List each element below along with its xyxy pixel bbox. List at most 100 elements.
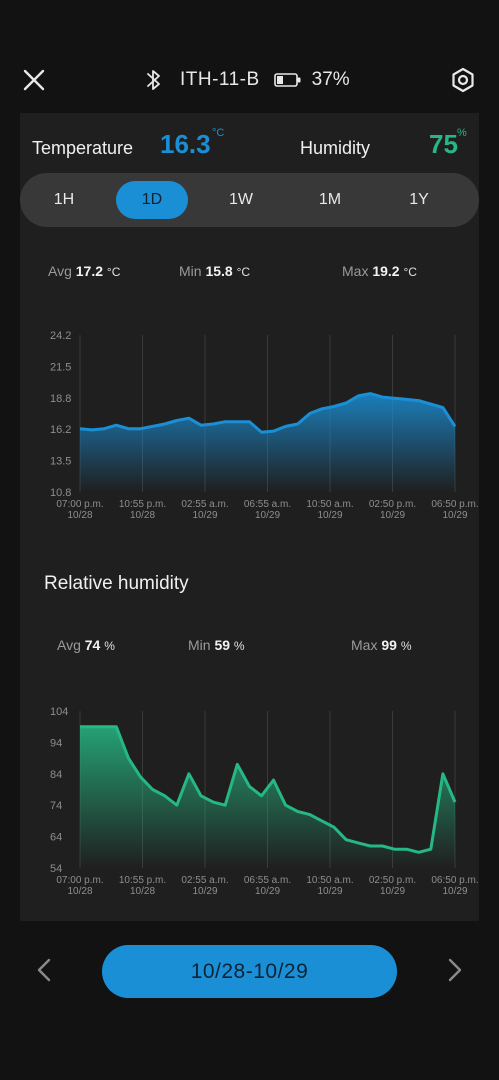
x-tick-date: 10/29: [255, 510, 280, 521]
battery-percent: 37%: [311, 69, 350, 90]
top-bar: ITH-11-B 37%: [0, 50, 499, 110]
hum-avg-stat: Avg 74 %: [57, 637, 115, 653]
stat-label: Max: [342, 263, 369, 279]
x-tick-time: 02:55 a.m.: [181, 499, 228, 510]
x-tick-time: 07:00 p.m.: [56, 875, 103, 886]
stat-label: Max: [351, 637, 378, 653]
temp-avg-stat: Avg 17.2 °C: [48, 263, 120, 279]
y-tick-label: 54: [50, 863, 62, 875]
y-tick-label: 24.2: [50, 330, 71, 342]
y-tick-label: 13.5: [50, 456, 71, 468]
tab-1h[interactable]: 1H: [53, 191, 75, 208]
close-button[interactable]: [16, 62, 52, 98]
battery-icon: [273, 72, 302, 88]
temp-min-stat: Min 15.8 °C: [179, 263, 250, 279]
x-tick-time: 02:50 p.m.: [369, 875, 416, 886]
series-area: [80, 393, 455, 492]
bluetooth-icon: [146, 68, 164, 92]
stat-label: Avg: [48, 263, 72, 279]
x-tick-date: 10/28: [67, 510, 92, 521]
stat-unit: °C: [106, 265, 121, 279]
y-tick-label: 16.2: [50, 424, 71, 436]
temperature-label: Temperature: [32, 138, 134, 158]
stat-value: 99: [381, 637, 397, 653]
x-tick-time: 10:55 p.m.: [119, 499, 166, 510]
series-line: [79, 392, 457, 434]
tab-1w[interactable]: 1W: [229, 191, 253, 208]
y-tick-label: 64: [50, 832, 62, 844]
x-tick-time: 02:50 p.m.: [369, 499, 416, 510]
device-status: ITH-11-B 37%: [146, 66, 350, 94]
stat-label: Min: [179, 263, 202, 279]
chevron-left-icon: [37, 958, 51, 982]
humidity-section-title: Relative humidity: [44, 573, 189, 594]
x-tick-time: 10:50 a.m.: [306, 499, 353, 510]
device-name: ITH-11-B: [180, 69, 260, 90]
x-tick-date: 10/29: [442, 886, 467, 897]
tab-1y[interactable]: 1Y: [409, 191, 429, 208]
chevron-right-icon: [448, 958, 462, 982]
x-tick-date: 10/29: [255, 886, 280, 897]
temperature-unit: °C: [212, 127, 225, 139]
x-tick-time: 10:55 p.m.: [119, 875, 166, 886]
stat-label: Min: [188, 637, 211, 653]
x-tick-time: 06:55 a.m.: [244, 875, 291, 886]
humidity-value: 75: [429, 129, 458, 159]
stat-value: 19.2: [372, 263, 400, 279]
temperature-chart: 24.221.518.816.213.510.807:00 p.m.10/281…: [50, 330, 479, 521]
stat-value: 59: [214, 637, 231, 653]
stat-value: 74: [84, 637, 101, 653]
settings-button[interactable]: [445, 62, 481, 98]
x-tick-date: 10/29: [192, 886, 217, 897]
previous-period-button[interactable]: [30, 954, 58, 986]
x-tick-time: 02:55 a.m.: [181, 875, 228, 886]
current-readings: Temperature 16.3 °C Humidity 75 %: [20, 113, 479, 175]
y-tick-label: 21.5: [50, 361, 71, 373]
x-tick-time: 06:55 a.m.: [244, 499, 291, 510]
y-tick-label: 104: [50, 706, 68, 718]
stat-label: Avg: [57, 637, 81, 653]
settings-icon: [452, 67, 474, 93]
temp-max-stat: Max 19.2 °C: [342, 263, 417, 279]
x-tick-date: 10/29: [192, 510, 217, 521]
x-tick-time: 10:50 a.m.: [306, 875, 353, 886]
x-tick-date: 10/28: [130, 886, 155, 897]
y-tick-label: 94: [50, 737, 62, 749]
stat-unit: °C: [403, 265, 417, 279]
time-range-tabs: 1H 1D 1W 1M 1Y: [20, 173, 479, 227]
x-tick-date: 10/29: [380, 886, 405, 897]
date-range-button[interactable]: 10/28-10/29: [102, 945, 397, 998]
x-tick-time: 07:00 p.m.: [56, 499, 103, 510]
x-tick-date: 10/29: [380, 510, 405, 521]
stat-unit: %: [104, 639, 115, 653]
main-card: Temperature 16.3 °C Humidity 75 % 1H 1D …: [20, 113, 479, 921]
stat-unit: %: [233, 639, 245, 653]
x-tick-time: 06:50 p.m.: [431, 875, 478, 886]
y-tick-label: 84: [50, 769, 62, 781]
stat-value: 17.2: [75, 263, 104, 279]
close-icon: [23, 69, 45, 91]
humidity-unit: %: [457, 127, 467, 139]
stat-value: 15.8: [205, 263, 233, 279]
series-area: [80, 726, 455, 868]
y-tick-label: 10.8: [50, 487, 71, 499]
tab-1d[interactable]: 1D: [116, 181, 188, 219]
date-navigation: 10/28-10/29: [0, 940, 499, 1000]
temperature-value: 16.3: [160, 129, 211, 159]
stat-unit: °C: [236, 265, 251, 279]
hum-max-stat: Max 99 %: [351, 637, 411, 653]
stat-unit: %: [400, 639, 412, 653]
x-tick-date: 10/29: [317, 510, 342, 521]
y-tick-label: 74: [50, 800, 62, 812]
x-tick-date: 10/28: [67, 886, 92, 897]
next-period-button[interactable]: [441, 954, 469, 986]
series-line: [80, 725, 457, 854]
y-tick-label: 18.8: [50, 393, 71, 405]
humidity-label: Humidity: [300, 138, 371, 158]
x-tick-date: 10/28: [130, 510, 155, 521]
x-tick-date: 10/29: [442, 510, 467, 521]
x-tick-date: 10/29: [317, 886, 342, 897]
x-tick-time: 06:50 p.m.: [431, 499, 478, 510]
tab-1m[interactable]: 1M: [318, 191, 342, 208]
